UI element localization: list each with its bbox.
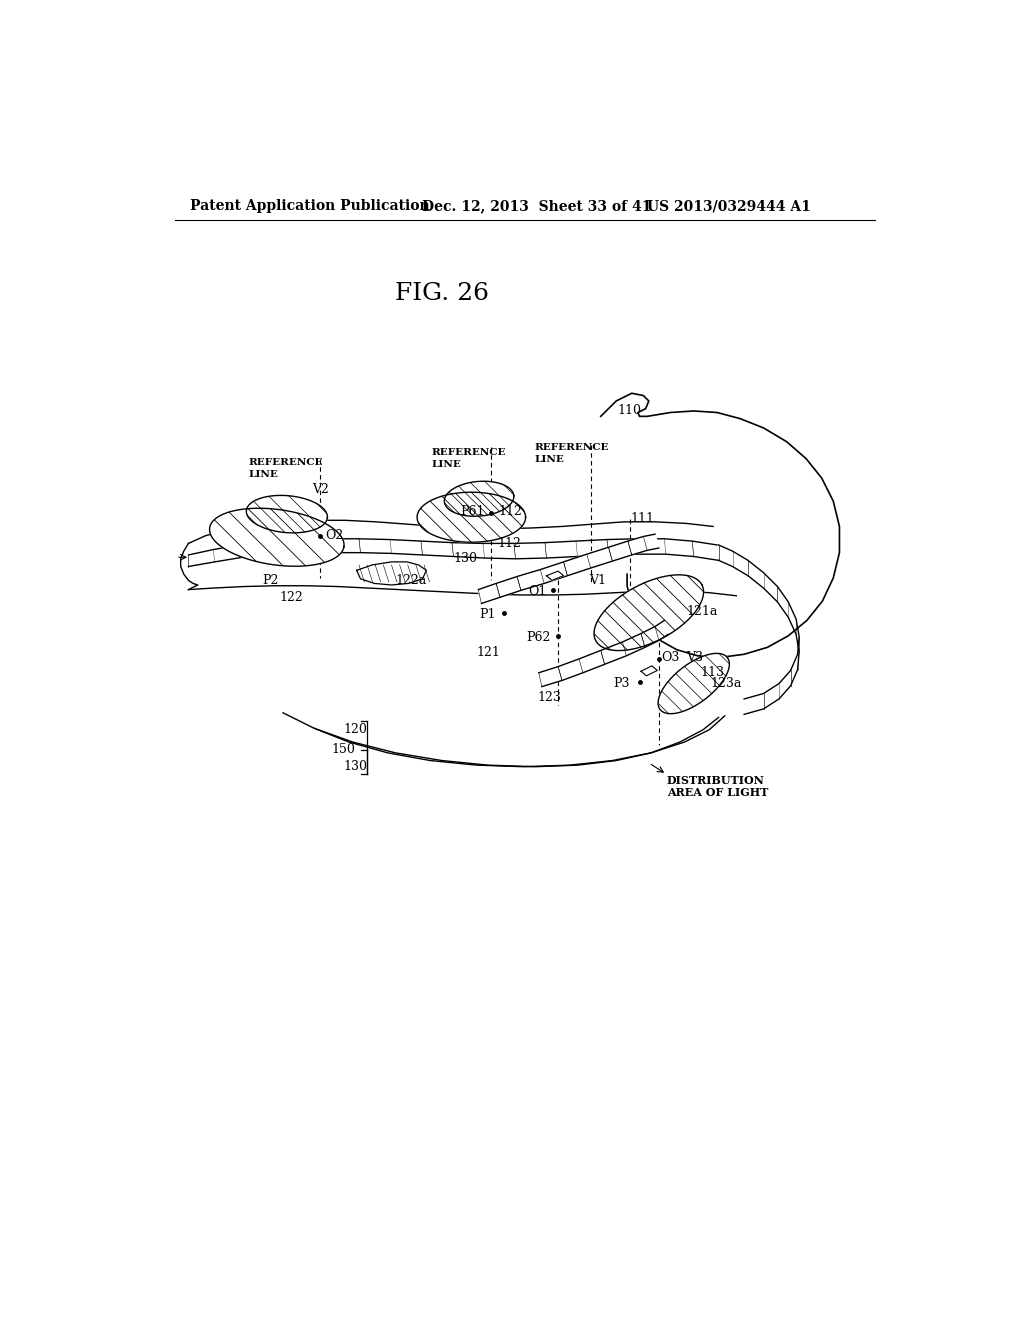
Text: V1: V1	[589, 574, 606, 587]
Polygon shape	[539, 620, 669, 686]
Text: REFERENCE: REFERENCE	[432, 447, 506, 457]
Text: 112: 112	[499, 504, 522, 517]
Text: 150: 150	[331, 743, 355, 756]
Polygon shape	[210, 508, 344, 566]
Text: Patent Application Publication: Patent Application Publication	[190, 199, 430, 213]
Text: O3: O3	[662, 651, 680, 664]
Text: 120: 120	[343, 723, 368, 737]
Text: FIG. 26: FIG. 26	[395, 281, 489, 305]
Text: US 2013/0329444 A1: US 2013/0329444 A1	[647, 199, 811, 213]
Text: 123: 123	[538, 690, 561, 704]
Text: O1: O1	[528, 585, 547, 598]
Text: V2: V2	[312, 483, 330, 496]
Polygon shape	[356, 562, 426, 585]
Text: P62: P62	[526, 631, 550, 644]
Polygon shape	[547, 572, 563, 581]
Text: O2: O2	[326, 529, 344, 543]
Text: 123a: 123a	[711, 677, 742, 690]
Text: P3: P3	[613, 677, 630, 690]
Text: 130: 130	[343, 760, 368, 774]
Text: REFERENCE: REFERENCE	[535, 444, 609, 453]
Text: LINE: LINE	[535, 455, 565, 463]
Text: 122: 122	[280, 591, 303, 603]
Text: 130: 130	[454, 552, 477, 565]
Text: 113: 113	[700, 667, 724, 680]
Text: AREA OF LIGHT: AREA OF LIGHT	[667, 787, 768, 799]
Polygon shape	[417, 492, 525, 543]
Text: V3: V3	[686, 651, 703, 664]
Text: DISTRIBUTION: DISTRIBUTION	[667, 775, 765, 787]
Text: 121a: 121a	[686, 605, 718, 618]
Text: P2: P2	[263, 574, 280, 587]
Polygon shape	[478, 535, 658, 603]
Text: P1: P1	[479, 607, 496, 620]
Text: REFERENCE: REFERENCE	[248, 458, 323, 467]
Text: P61: P61	[460, 504, 484, 517]
Polygon shape	[247, 495, 328, 533]
Polygon shape	[444, 482, 514, 516]
Polygon shape	[594, 574, 703, 651]
Text: LINE: LINE	[432, 459, 462, 469]
Polygon shape	[641, 665, 657, 676]
Polygon shape	[658, 653, 729, 714]
Text: 121: 121	[477, 647, 501, 659]
Text: 110: 110	[617, 404, 642, 417]
Text: 122a: 122a	[395, 574, 427, 587]
Text: 112: 112	[498, 537, 521, 550]
Text: LINE: LINE	[248, 470, 278, 479]
Text: Dec. 12, 2013  Sheet 33 of 41: Dec. 12, 2013 Sheet 33 of 41	[423, 199, 652, 213]
Text: 111: 111	[630, 512, 654, 525]
